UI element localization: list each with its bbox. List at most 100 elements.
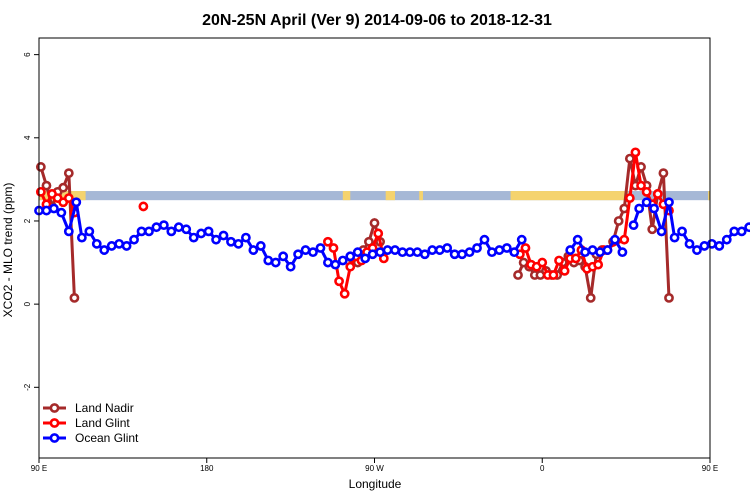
data-point <box>412 247 423 258</box>
data-point <box>138 201 149 212</box>
data-point <box>744 222 750 233</box>
data-point <box>211 234 221 245</box>
data-point <box>634 203 645 214</box>
data-point <box>203 226 214 237</box>
data-point <box>270 257 281 268</box>
data-point <box>99 245 110 255</box>
data-point <box>63 226 74 237</box>
data-point <box>285 261 296 272</box>
plot-area <box>34 147 750 303</box>
data-point <box>240 232 251 243</box>
data-point <box>373 228 384 239</box>
y-axis: -2 0 2 4 6 <box>23 52 39 391</box>
data-point <box>151 222 162 233</box>
data-point <box>181 224 192 235</box>
data-point <box>323 236 333 247</box>
data-point <box>330 259 341 270</box>
data-point <box>84 226 95 237</box>
data-point <box>71 197 82 208</box>
data-point <box>41 205 52 216</box>
data-point <box>570 253 581 264</box>
data-point <box>585 293 596 303</box>
data-point <box>487 247 497 258</box>
data-point <box>375 247 385 258</box>
legend-marker <box>49 403 60 413</box>
data-point <box>658 168 669 179</box>
data-point <box>166 226 177 237</box>
data-point <box>405 247 415 258</box>
data-point <box>457 249 468 260</box>
data-point <box>520 243 531 253</box>
legend-label: Ocean Glint <box>75 431 139 445</box>
data-point <box>419 249 430 260</box>
data-point <box>587 245 598 255</box>
x-tick-label: 90 E <box>702 464 718 473</box>
data-point <box>554 255 564 266</box>
data-point <box>369 218 380 228</box>
x-tick-label: 90 W <box>365 464 384 473</box>
data-point <box>729 226 740 237</box>
data-point <box>464 247 475 258</box>
land-mask-segment <box>510 191 628 201</box>
series-ocean-glint <box>34 197 750 272</box>
data-point <box>263 255 274 266</box>
data-point <box>345 251 356 262</box>
data-point <box>714 241 725 251</box>
data-point <box>337 255 348 266</box>
data-point <box>397 247 408 258</box>
data-point <box>218 230 229 241</box>
data-point <box>315 243 326 253</box>
data-point <box>278 251 289 262</box>
data-point <box>121 241 132 251</box>
y-tick-label: 2 <box>23 218 32 223</box>
x-axis: 90 E 180 90 W 0 90 E <box>31 458 718 473</box>
data-point <box>664 293 674 303</box>
data-point <box>56 207 67 218</box>
data-point <box>472 243 482 253</box>
data-point <box>656 226 667 237</box>
data-point <box>49 203 59 214</box>
data-point <box>593 259 604 270</box>
land-mask-segment <box>419 191 423 201</box>
data-point <box>91 238 102 249</box>
data-point <box>479 234 490 245</box>
data-point <box>144 226 154 237</box>
data-point <box>684 238 695 249</box>
legend-label: Land Glint <box>75 416 130 430</box>
data-point <box>41 180 52 191</box>
data-point <box>390 245 400 255</box>
ocean-mask-band <box>39 191 710 201</box>
data-point <box>572 234 583 245</box>
data-point <box>173 222 184 233</box>
data-point <box>69 293 80 303</box>
data-point <box>649 203 659 214</box>
data-point <box>442 243 453 253</box>
data-point <box>233 238 244 249</box>
y-tick-label: -2 <box>23 383 32 391</box>
data-point <box>628 220 639 231</box>
data-point <box>595 247 605 258</box>
data-point <box>636 180 646 191</box>
data-point <box>129 234 139 245</box>
legend-label: Land Nadir <box>75 401 134 415</box>
data-point <box>226 236 236 247</box>
data-point <box>382 245 393 255</box>
data-point <box>328 243 339 253</box>
x-axis-label: Longitude <box>349 477 402 491</box>
land-mask-segment <box>708 191 710 201</box>
legend-marker <box>49 433 60 443</box>
data-point <box>624 193 635 203</box>
chart-title: 20N-25N April (Ver 9) 2014-09-06 to 2018… <box>202 12 552 29</box>
x-tick-label: 0 <box>540 464 545 473</box>
data-point <box>58 182 69 193</box>
data-point <box>516 234 527 245</box>
data-point <box>35 186 46 197</box>
data-point <box>367 249 378 260</box>
data-point <box>602 245 613 255</box>
y-tick-label: 4 <box>23 135 32 140</box>
data-point <box>509 247 520 258</box>
data-point <box>345 261 356 272</box>
data-point <box>334 276 344 287</box>
